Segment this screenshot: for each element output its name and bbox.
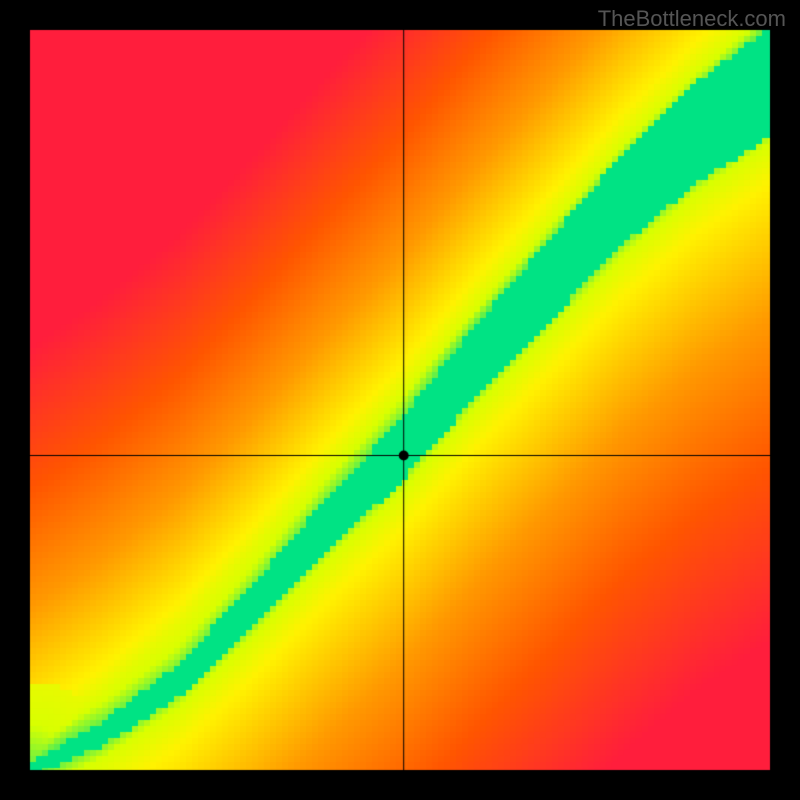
watermark-text: TheBottleneck.com bbox=[598, 6, 786, 32]
bottleneck-heatmap bbox=[0, 0, 800, 800]
chart-container: TheBottleneck.com bbox=[0, 0, 800, 800]
